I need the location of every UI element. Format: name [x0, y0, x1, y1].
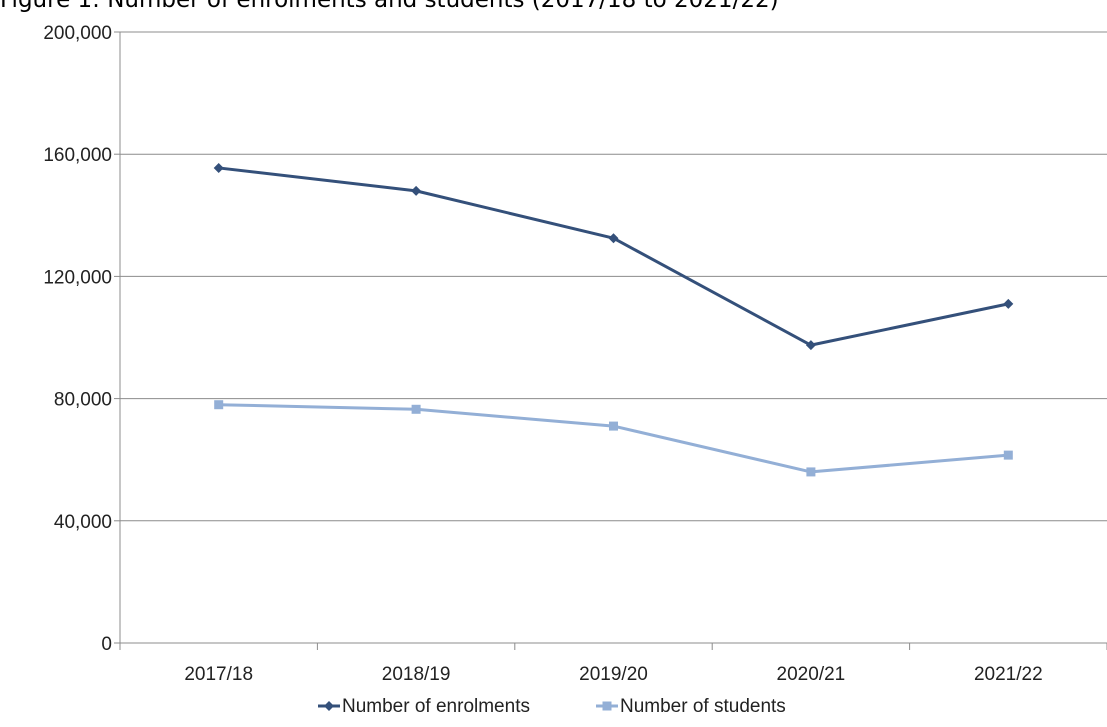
data-point-marker [608, 233, 619, 244]
legend-label: Number of students [620, 696, 786, 717]
y-tick-label: 200,000 [43, 23, 112, 44]
legend-marker [324, 701, 334, 711]
y-tick-label: 120,000 [43, 267, 112, 288]
x-axis-ticks: 2017/18 2018/19 2019/20 2020/21 2021/22 [119, 643, 1107, 685]
legend-item: Number of students [596, 696, 786, 717]
data-point-marker [411, 185, 422, 196]
data-point-marker [805, 340, 816, 351]
legend-label: Number of enrolments [342, 696, 530, 717]
data-point-marker [1003, 450, 1013, 460]
x-tick-label: 2018/19 [382, 664, 451, 685]
legend-marker [602, 701, 612, 711]
y-tick-label: 160,000 [43, 145, 112, 166]
data-point-marker [1003, 298, 1014, 309]
data-point-marker [213, 162, 224, 173]
series-layer [213, 162, 1014, 477]
data-point-marker [411, 404, 421, 414]
y-tick-label: 80,000 [54, 390, 112, 411]
series-line [218, 403, 1009, 474]
legend: Number of enrolments Number of students [318, 696, 786, 717]
gridlines [120, 31, 1107, 522]
x-tick-label: 2020/21 [777, 664, 846, 685]
chart-title: Figure 1: Number of enrolments and stude… [0, 0, 779, 13]
y-tick-label: 40,000 [54, 512, 112, 533]
data-point-marker [214, 400, 224, 410]
x-tick-label: 2019/20 [579, 664, 648, 685]
x-tick-label: 2017/18 [184, 664, 253, 685]
y-axis-ticks: 0 40,000 80,000 120,000 160,000 200,000 [43, 23, 120, 655]
series-enrolments [213, 162, 1014, 351]
series-line [218, 166, 1009, 347]
data-point-marker [609, 421, 618, 431]
y-tick-label: 0 [101, 634, 112, 655]
x-tick-label: 2021/22 [974, 664, 1043, 685]
data-point-marker [806, 467, 816, 477]
series-students [214, 400, 1013, 477]
legend-item: Number of enrolments [318, 696, 530, 717]
axes [119, 32, 1107, 649]
